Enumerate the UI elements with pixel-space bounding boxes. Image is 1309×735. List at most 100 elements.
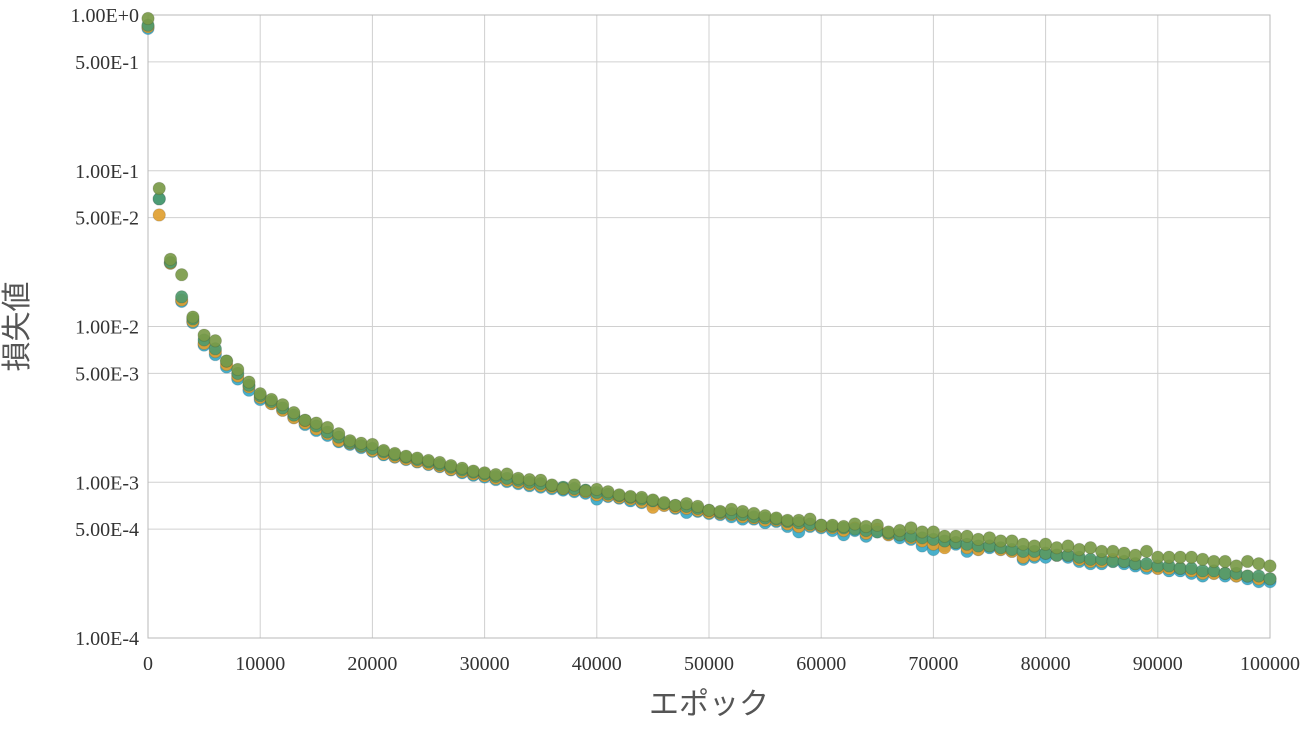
data-point [444, 458, 458, 473]
data-point [769, 511, 784, 525]
data-point [287, 405, 301, 420]
data-point [500, 467, 514, 481]
data-point [556, 481, 570, 496]
data-point [208, 334, 223, 348]
data-point [320, 420, 335, 435]
data-point [1151, 550, 1165, 564]
data-point [455, 461, 469, 475]
data-point [590, 482, 604, 497]
data-point [1128, 548, 1143, 562]
y-tick-label: 1.00E-4 [75, 628, 139, 650]
y-tick-label: 5.00E-4 [75, 519, 139, 541]
data-point [825, 518, 840, 532]
y-tick-label: 1.00E-1 [75, 161, 139, 183]
data-point [332, 426, 346, 441]
data-point [242, 375, 256, 389]
data-point [747, 506, 761, 521]
data-point [1195, 564, 1210, 578]
data-point [264, 392, 279, 407]
x-tick-label: 70000 [908, 653, 958, 675]
data-point [937, 529, 952, 543]
data-point [1240, 554, 1255, 569]
series-4 [141, 11, 1277, 573]
data-point [1083, 552, 1098, 567]
data-point [343, 433, 357, 448]
x-tick-label: 90000 [1133, 653, 1183, 675]
data-point [253, 387, 267, 401]
data-point [275, 397, 290, 412]
data-points [141, 11, 1277, 589]
x-tick-label: 60000 [796, 653, 846, 675]
data-point [1173, 561, 1187, 576]
data-point [1061, 539, 1075, 553]
data-point [309, 416, 323, 430]
data-point [960, 529, 974, 543]
data-point [152, 181, 166, 196]
x-axis-ticks: 0 10000 20000 30000 40000 50000 60000 70000 8000… [143, 653, 1300, 675]
data-point [511, 471, 525, 486]
x-tick-label: 0 [143, 653, 153, 675]
data-point [803, 512, 817, 526]
data-point [971, 532, 985, 547]
data-point [534, 473, 548, 487]
data-point [1263, 559, 1277, 573]
y-tick-label: 1.00E-3 [75, 472, 139, 494]
data-point [354, 436, 368, 450]
data-point [1263, 572, 1277, 586]
data-point [1252, 556, 1266, 571]
x-tick-label: 20000 [347, 653, 397, 675]
data-point [994, 534, 1008, 548]
data-point [174, 290, 189, 304]
data-point [578, 484, 593, 498]
data-point [1095, 544, 1109, 559]
data-point [792, 513, 806, 527]
x-tick-label: 80000 [1021, 653, 1071, 675]
data-point [1218, 566, 1232, 581]
data-point [219, 354, 234, 368]
data-point [679, 496, 694, 511]
data-point [1016, 537, 1030, 551]
y-tick-label: 1.00E-2 [75, 317, 139, 339]
data-point [735, 504, 750, 519]
data-point [646, 493, 660, 507]
data-point [298, 413, 312, 427]
data-point [1139, 556, 1154, 571]
data-point [410, 451, 424, 465]
data-point [365, 437, 380, 452]
data-point [1027, 539, 1042, 553]
grid-lines [147, 14, 1271, 639]
data-point [1240, 569, 1255, 583]
data-point [186, 310, 200, 324]
data-point [545, 478, 559, 492]
data-point [926, 525, 941, 539]
x-tick-label: 40000 [572, 653, 622, 675]
data-point [1106, 544, 1120, 559]
y-tick-label: 5.00E-3 [75, 363, 139, 385]
data-point [1218, 554, 1232, 569]
data-point [1072, 542, 1086, 557]
data-point [702, 503, 716, 518]
data-point [870, 518, 884, 532]
data-point [780, 513, 795, 527]
data-point [141, 11, 155, 26]
data-point [567, 478, 582, 492]
data-point [477, 466, 492, 480]
data-point [634, 490, 649, 505]
data-point [1038, 537, 1053, 551]
data-point [893, 523, 907, 538]
data-point [433, 455, 447, 470]
data-point [836, 519, 851, 534]
data-point [668, 498, 683, 513]
data-point [1117, 546, 1131, 560]
data-point [814, 518, 828, 532]
data-point [1050, 540, 1064, 555]
data-point [982, 531, 997, 545]
data-point [713, 504, 727, 519]
data-point [1139, 544, 1154, 559]
y-axis-ticks: 1.00E+0 5.00E-1 1.00E-1 5.00E-2 1.00E-2 5.00E… [71, 5, 140, 650]
data-point [612, 488, 626, 502]
data-point [691, 499, 705, 514]
data-point [915, 525, 929, 539]
data-point [163, 252, 178, 267]
